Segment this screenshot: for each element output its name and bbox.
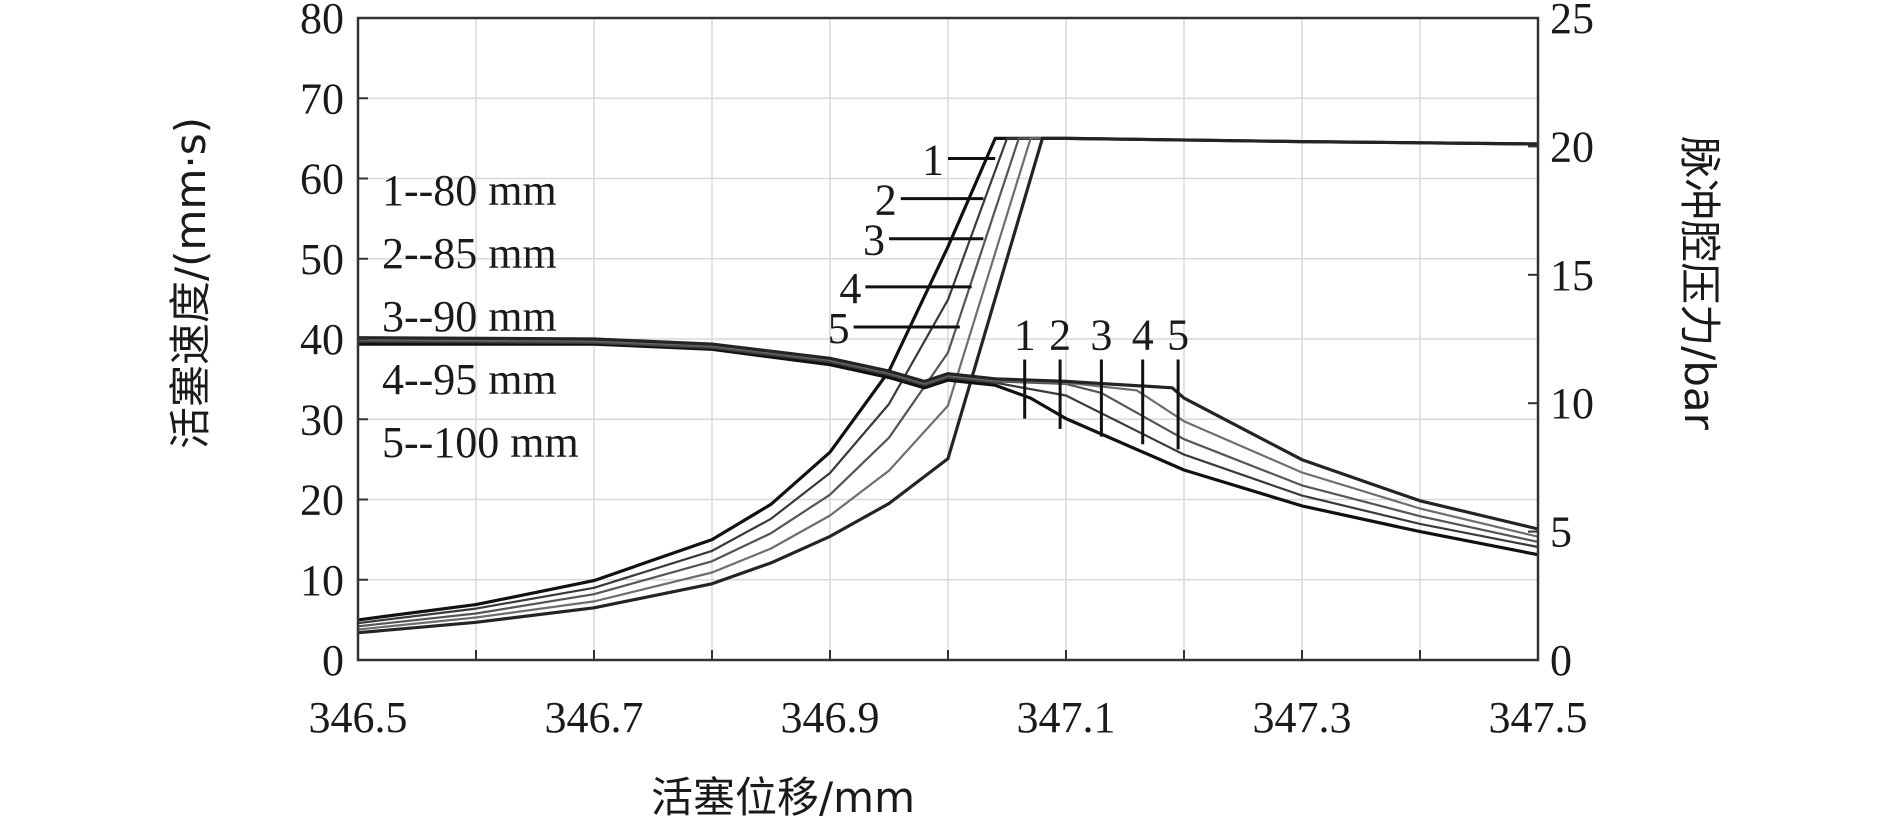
pressure-line-2 [357, 340, 1539, 549]
y-left-tick-label: 40 [300, 315, 344, 364]
legend-entry: 2--85 mm [382, 229, 557, 278]
x-tick-label: 347.1 [1017, 693, 1116, 742]
velocity-marker-label-5: 5 [828, 304, 850, 353]
legend-entry: 1--80 mm [382, 166, 557, 215]
velocity-marker-label-4: 4 [839, 264, 861, 313]
y-right-axis-title: 脉冲腔压力/bar [1675, 136, 1724, 431]
y-left-axis-title: 活塞速度/(mm·s) [166, 117, 215, 449]
y-right-tick-label: 0 [1550, 636, 1572, 685]
x-tick-label: 346.7 [545, 693, 644, 742]
y-right-tick-label: 25 [1550, 0, 1594, 43]
pressure-marker-label-2: 2 [1049, 311, 1071, 360]
y-left-tick-label: 20 [300, 476, 344, 525]
y-left-tick-label: 0 [322, 636, 344, 685]
legend-entry: 3--90 mm [382, 292, 557, 341]
pressure-line-3 [357, 339, 1539, 543]
y-right-tick-label: 5 [1550, 508, 1572, 557]
pressure-line-1 [358, 342, 1539, 557]
velocity-series-group [357, 136, 1539, 635]
velocity-marker-label-3: 3 [863, 216, 885, 265]
y-left-tick-label: 70 [300, 74, 344, 123]
velocity-marker-label-1: 1 [922, 135, 944, 184]
x-tick-labels: 346.5 346.7 346.9 347.1 347.3 347.5 [309, 693, 1588, 742]
pressure-marker-label-4: 4 [1132, 311, 1154, 360]
velocity-marker-label-2: 2 [875, 176, 897, 225]
pressure-line-5 [357, 336, 1539, 531]
axis-ticks [358, 17, 1538, 661]
legend-entry: 4--95 mm [382, 355, 557, 404]
gridlines [358, 18, 1538, 660]
pressure-marker-label-3: 3 [1090, 311, 1112, 360]
velocity-line-5 [357, 136, 1539, 635]
legend-entry: 5--100 mm [382, 418, 579, 467]
y-left-tick-label: 10 [300, 556, 344, 605]
y-right-tick-label: 10 [1550, 379, 1594, 428]
x-tick-label: 346.5 [309, 693, 408, 742]
y-left-tick-label: 50 [300, 235, 344, 284]
y-right-tick-labels: 0 5 10 15 20 25 [1550, 0, 1594, 685]
legend: 1--80 mm 2--85 mm 3--90 mm 4--95 mm 5--100 m… [382, 166, 579, 467]
x-axis-title: 活塞位移/mm [651, 773, 915, 822]
y-left-tick-label: 80 [300, 0, 344, 43]
y-left-tick-label: 30 [300, 395, 344, 444]
y-right-tick-label: 15 [1550, 251, 1594, 300]
y-right-tick-label: 20 [1550, 122, 1594, 171]
pressure-marker-label-5: 5 [1167, 311, 1189, 360]
x-tick-label: 347.5 [1489, 693, 1588, 742]
pressure-marker-label-1: 1 [1014, 311, 1036, 360]
x-tick-label: 347.3 [1253, 693, 1352, 742]
x-tick-label: 346.9 [781, 693, 880, 742]
y-left-tick-labels: 0 10 20 30 40 50 60 70 80 [300, 0, 344, 685]
y-left-tick-label: 60 [300, 155, 344, 204]
pressure-series-group [357, 336, 1539, 557]
